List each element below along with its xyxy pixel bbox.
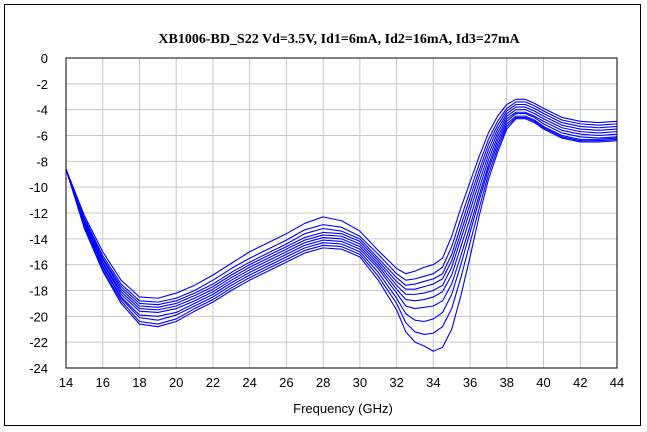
- series-group: [65, 98, 618, 352]
- x-tick-label: 30: [353, 375, 367, 390]
- series-line-1: [65, 98, 618, 299]
- y-tick-label: -14: [29, 232, 48, 247]
- series-line-3: [65, 103, 618, 306]
- x-tick-label: 44: [610, 375, 624, 390]
- chart-frame: [4, 4, 641, 426]
- x-tick-label: 36: [463, 375, 477, 390]
- y-tick-label: -4: [36, 103, 48, 118]
- y-tick-label: -10: [29, 180, 48, 195]
- x-axis-ticks: 14 16 18 20 22 24 26 28 30 32 34 36 38 40 42 44: [59, 375, 624, 390]
- x-tick-label: 18: [132, 375, 146, 390]
- x-tick-label: 14: [59, 375, 73, 390]
- x-tick-label: 24: [242, 375, 256, 390]
- y-tick-label: -8: [36, 154, 48, 169]
- series-line-10: [65, 118, 618, 352]
- series-line-8: [65, 115, 618, 323]
- y-tick-label: 0: [41, 51, 48, 66]
- x-tick-label: 26: [279, 375, 293, 390]
- x-tick-label: 40: [536, 375, 550, 390]
- series-line-2: [65, 101, 618, 303]
- x-tick-label: 34: [426, 375, 440, 390]
- y-tick-label: -20: [29, 309, 48, 324]
- x-tick-label: 32: [389, 375, 403, 390]
- y-tick-label: -24: [29, 361, 48, 376]
- plot-area: [65, 57, 618, 369]
- y-tick-label: -12: [29, 206, 48, 221]
- series-line-6: [65, 111, 618, 314]
- y-tick-label: -18: [29, 284, 48, 299]
- chart-title: XB1006-BD_S22 Vd=3.5V, Id1=6mA, Id2=16mA…: [158, 32, 520, 47]
- x-tick-label: 42: [573, 375, 587, 390]
- y-axis-ticks: 0 -2 -4 -6 -8 -10 -12 -14 -16 -18 -20 -22 -24: [29, 51, 48, 376]
- x-tick-label: 38: [500, 375, 514, 390]
- series-line-9: [65, 116, 618, 335]
- x-tick-label: 22: [206, 375, 220, 390]
- grid: [65, 57, 618, 369]
- x-tick-label: 20: [169, 375, 183, 390]
- y-tick-label: -22: [29, 335, 48, 350]
- x-tick-label: 16: [95, 375, 109, 390]
- series-line-4: [65, 106, 618, 308]
- y-tick-label: -2: [36, 77, 48, 92]
- x-axis-label: Frequency (GHz): [293, 401, 393, 416]
- series-line-7: [65, 112, 618, 317]
- y-tick-label: -6: [36, 129, 48, 144]
- y-tick-label: -16: [29, 258, 48, 273]
- series-line-5: [65, 109, 618, 311]
- x-tick-label: 28: [316, 375, 330, 390]
